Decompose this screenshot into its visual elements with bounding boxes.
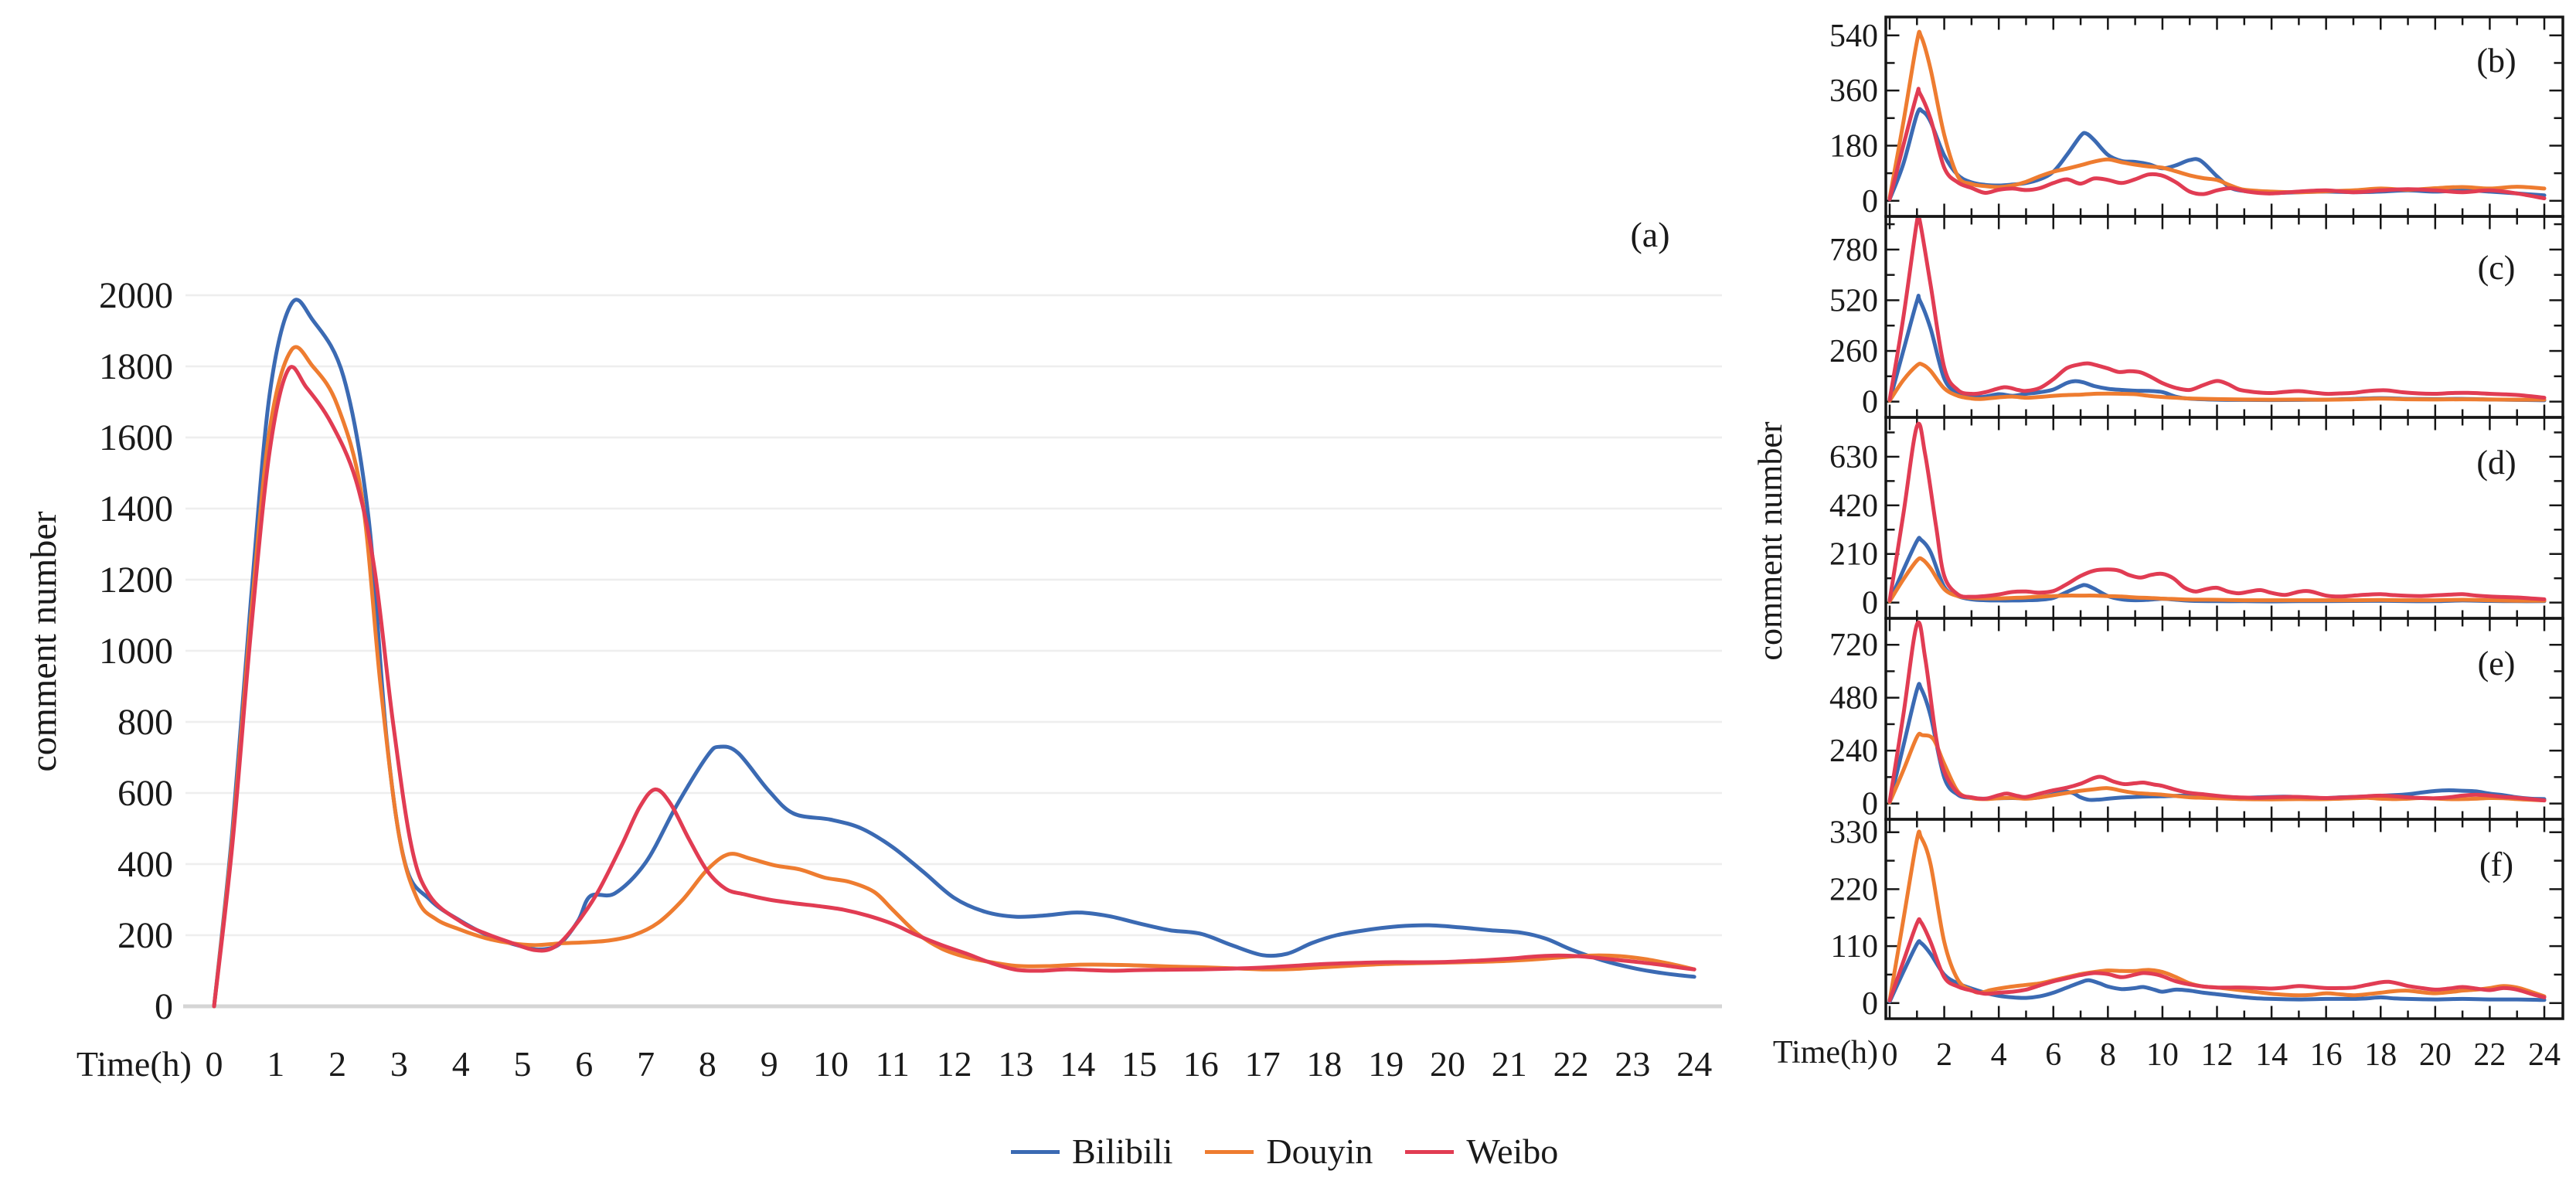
svg-text:16: 16 xyxy=(1183,1044,1219,1084)
svg-text:16: 16 xyxy=(2310,1037,2343,1073)
svg-text:480: 480 xyxy=(1829,681,1878,716)
svg-text:10: 10 xyxy=(813,1044,849,1084)
svg-text:800: 800 xyxy=(117,702,173,743)
svg-text:20: 20 xyxy=(1430,1044,1465,1084)
svg-text:9: 9 xyxy=(761,1044,778,1084)
svg-text:8: 8 xyxy=(699,1044,716,1084)
main-x-axis-title: Time(h) xyxy=(76,1044,192,1084)
svg-text:240: 240 xyxy=(1829,733,1878,769)
legend-item-douyin: Douyin xyxy=(1205,1128,1373,1175)
svg-text:220: 220 xyxy=(1829,872,1878,907)
svg-text:13: 13 xyxy=(998,1044,1033,1084)
svg-text:22: 22 xyxy=(1553,1044,1589,1084)
legend-label-douyin: Douyin xyxy=(1266,1132,1373,1171)
panel-a-label: (a) xyxy=(1630,215,1670,254)
svg-text:0: 0 xyxy=(1862,184,1878,220)
svg-text:20: 20 xyxy=(2419,1037,2452,1073)
svg-text:12: 12 xyxy=(937,1044,972,1084)
svg-text:330: 330 xyxy=(1829,815,1878,851)
right-x-axis-title: Time(h) xyxy=(1772,1035,1878,1070)
svg-text:17: 17 xyxy=(1245,1044,1281,1084)
legend-item-weibo: Weibo xyxy=(1405,1128,1558,1175)
right-y-axis-title: comment number xyxy=(1751,421,1789,661)
svg-text:720: 720 xyxy=(1829,628,1878,663)
panel-b-label: (b) xyxy=(2476,42,2516,80)
svg-text:200: 200 xyxy=(117,915,173,956)
svg-text:2000: 2000 xyxy=(99,275,173,316)
svg-text:15: 15 xyxy=(1121,1044,1157,1084)
svg-text:24: 24 xyxy=(1676,1044,1712,1084)
svg-text:520: 520 xyxy=(1829,283,1878,318)
svg-text:780: 780 xyxy=(1829,233,1878,268)
svg-text:10: 10 xyxy=(2146,1037,2179,1073)
svg-text:24: 24 xyxy=(2528,1037,2561,1073)
svg-text:0: 0 xyxy=(155,986,173,1027)
svg-text:1: 1 xyxy=(267,1044,284,1084)
svg-text:4: 4 xyxy=(452,1044,470,1084)
svg-text:23: 23 xyxy=(1615,1044,1650,1084)
svg-text:0: 0 xyxy=(206,1044,223,1084)
svg-text:8: 8 xyxy=(2100,1037,2116,1073)
svg-text:1000: 1000 xyxy=(99,631,173,672)
douyin-line-swatch xyxy=(1205,1149,1254,1154)
svg-text:0: 0 xyxy=(1862,385,1878,420)
svg-text:360: 360 xyxy=(1829,73,1878,109)
legend: Bilibili Douyin Weibo xyxy=(1011,1128,1591,1175)
svg-text:0: 0 xyxy=(1862,986,1878,1022)
svg-text:260: 260 xyxy=(1829,334,1878,369)
svg-text:210: 210 xyxy=(1829,537,1878,573)
svg-text:21: 21 xyxy=(1492,1044,1527,1084)
bilibili-line-swatch xyxy=(1011,1149,1060,1154)
svg-text:19: 19 xyxy=(1368,1044,1404,1084)
svg-text:0: 0 xyxy=(1882,1037,1898,1073)
svg-text:18: 18 xyxy=(1306,1044,1342,1084)
svg-text:3: 3 xyxy=(390,1044,408,1084)
panel-e-label: (e) xyxy=(2477,645,2516,682)
svg-text:400: 400 xyxy=(117,844,173,885)
svg-text:420: 420 xyxy=(1829,488,1878,524)
legend-item-bilibili: Bilibili xyxy=(1011,1128,1172,1175)
svg-text:18: 18 xyxy=(2364,1037,2397,1073)
svg-text:0: 0 xyxy=(1862,586,1878,621)
panel-f-label: (f) xyxy=(2479,846,2513,883)
main-y-axis-title: comment number xyxy=(23,511,64,772)
svg-text:1800: 1800 xyxy=(99,346,173,387)
svg-text:540: 540 xyxy=(1829,19,1878,54)
legend-label-weibo: Weibo xyxy=(1466,1132,1559,1171)
svg-text:1600: 1600 xyxy=(99,417,173,458)
weibo-line-swatch xyxy=(1405,1149,1455,1154)
svg-text:7: 7 xyxy=(637,1044,655,1084)
svg-text:1400: 1400 xyxy=(99,488,173,529)
svg-text:6: 6 xyxy=(575,1044,593,1084)
svg-text:22: 22 xyxy=(2473,1037,2506,1073)
svg-text:630: 630 xyxy=(1829,440,1878,475)
panel-c-label: (c) xyxy=(2477,249,2516,287)
svg-text:600: 600 xyxy=(117,773,173,814)
svg-text:110: 110 xyxy=(1831,929,1878,965)
panel-d-label: (d) xyxy=(2476,444,2516,482)
svg-text:2: 2 xyxy=(328,1044,346,1084)
svg-text:1200: 1200 xyxy=(99,560,173,601)
svg-text:180: 180 xyxy=(1829,128,1878,164)
svg-text:4: 4 xyxy=(1991,1037,2007,1073)
svg-text:2: 2 xyxy=(1936,1037,1952,1073)
svg-text:0: 0 xyxy=(1862,787,1878,822)
svg-text:12: 12 xyxy=(2201,1037,2234,1073)
svg-text:5: 5 xyxy=(514,1044,532,1084)
legend-label-bilibili: Bilibili xyxy=(1072,1132,1173,1171)
svg-text:14: 14 xyxy=(2255,1037,2288,1073)
svg-text:14: 14 xyxy=(1060,1044,1095,1084)
svg-text:6: 6 xyxy=(2045,1037,2061,1073)
svg-text:11: 11 xyxy=(876,1044,910,1084)
